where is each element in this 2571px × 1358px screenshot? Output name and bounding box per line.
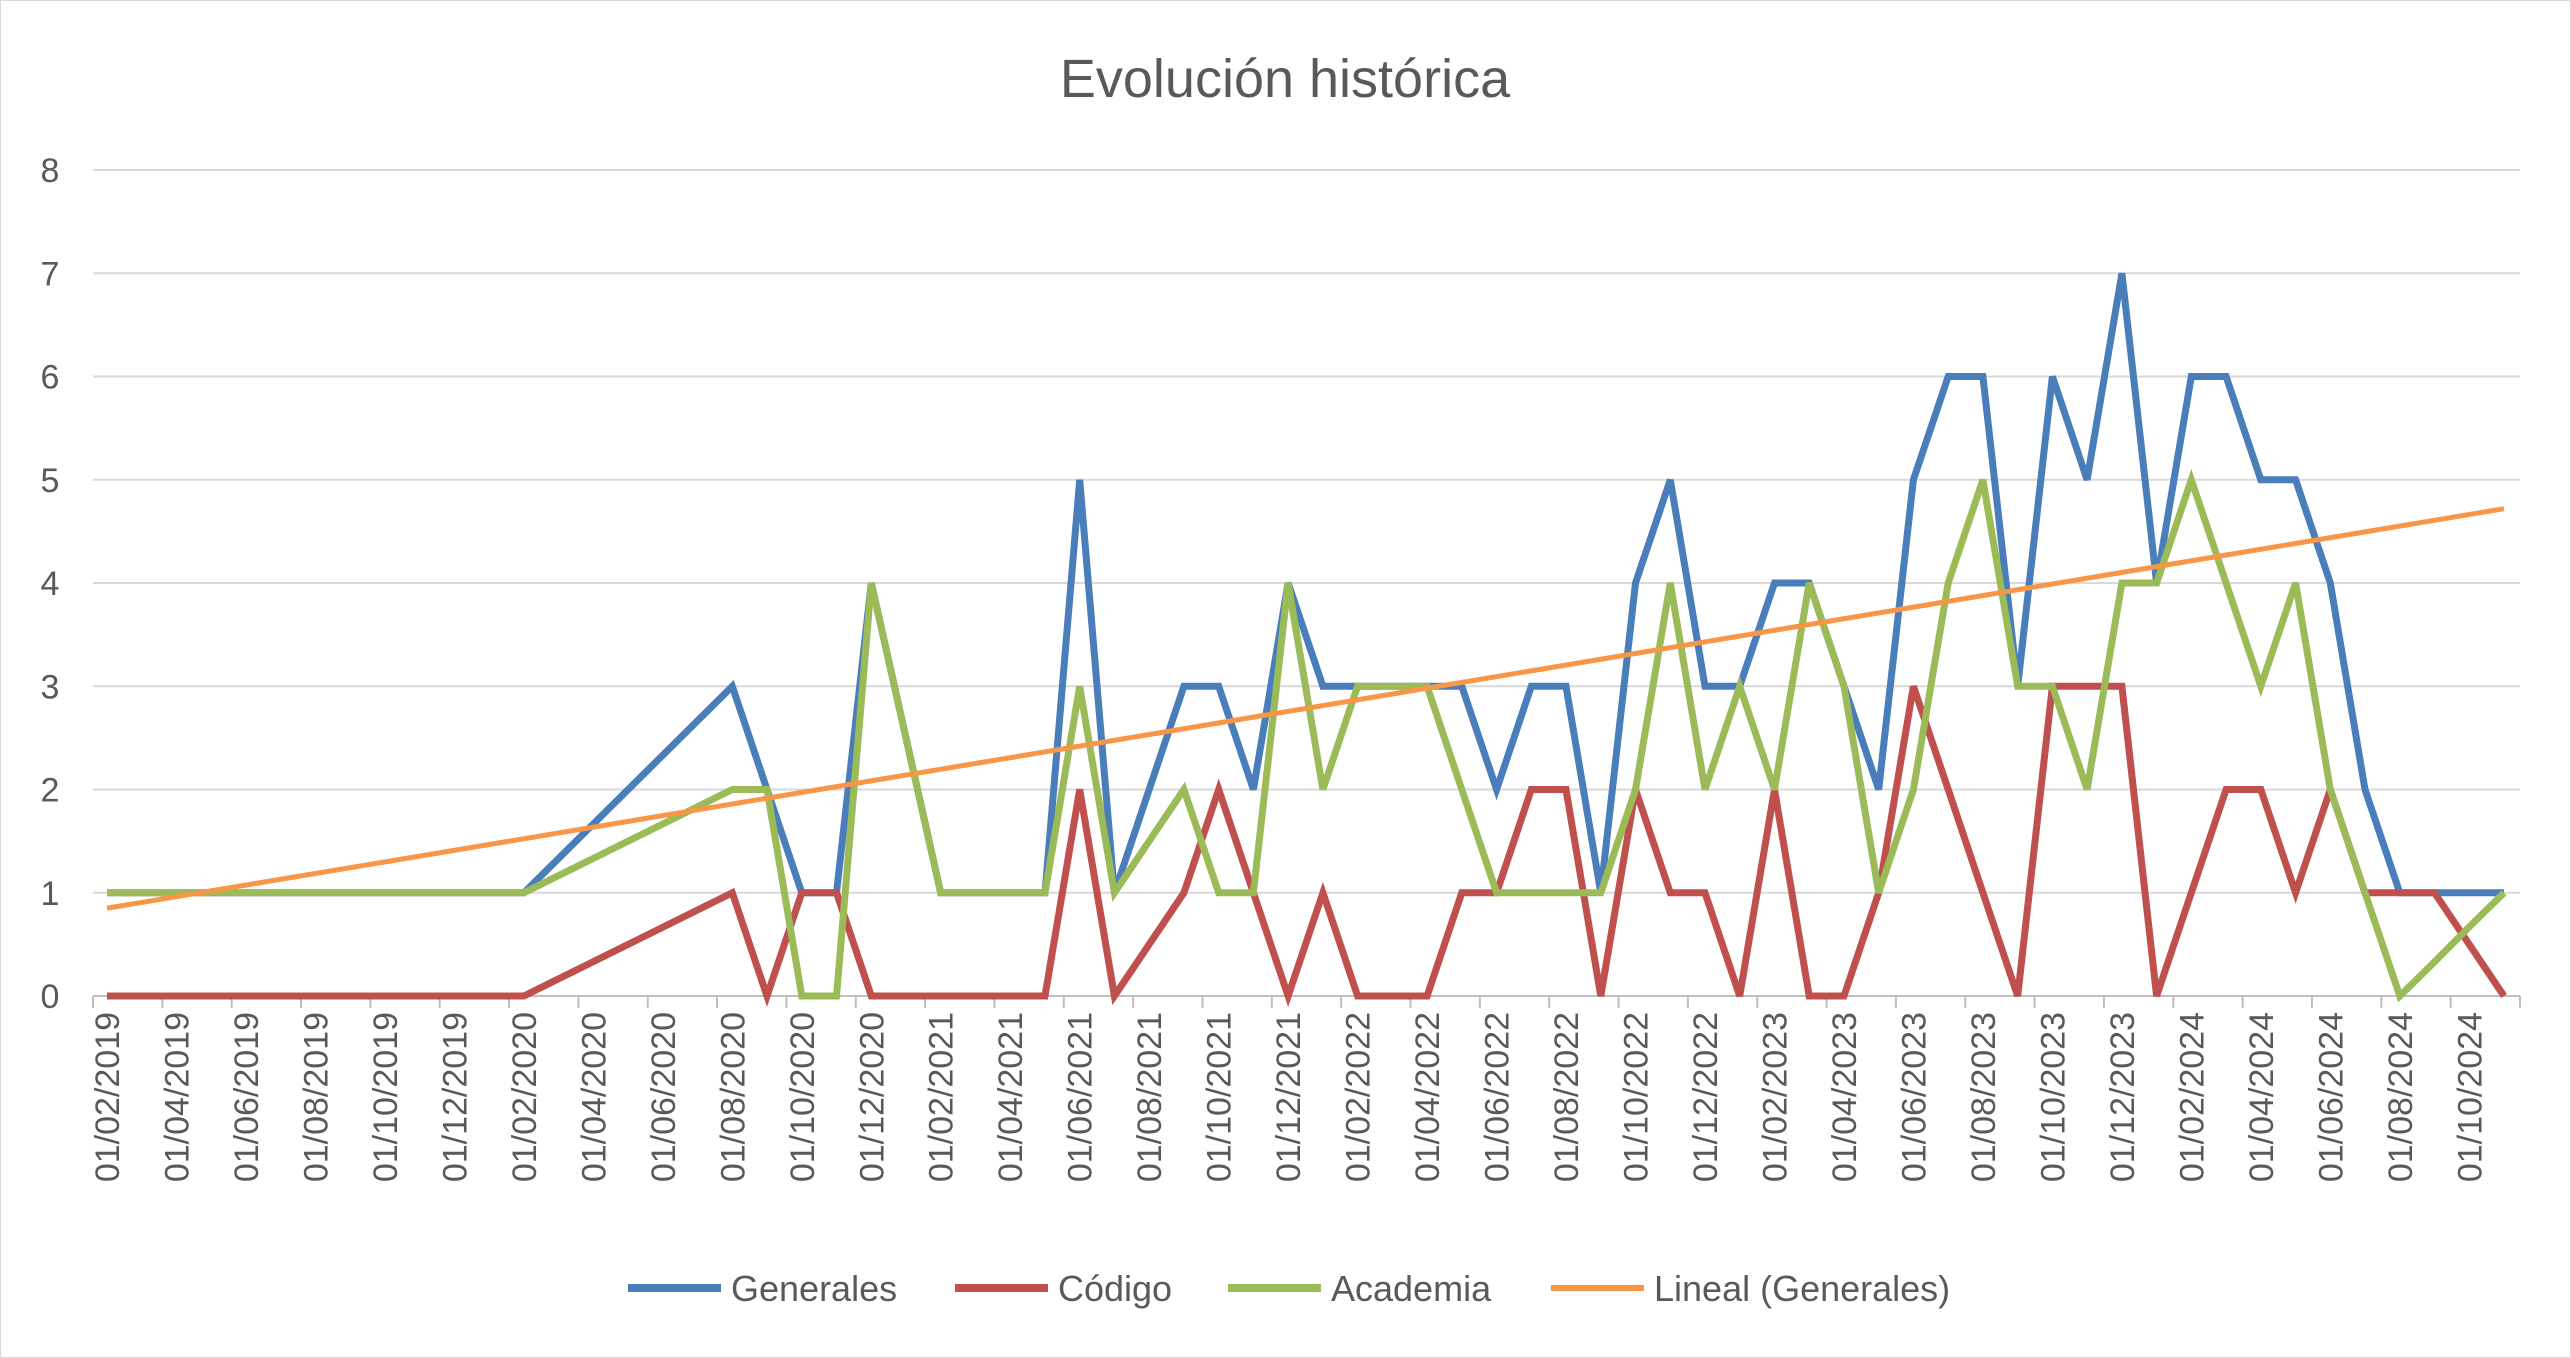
y-tick-label: 4 (41, 565, 60, 603)
legend-label-3: Academia (1331, 1268, 1492, 1309)
y-tick-label: 2 (41, 772, 60, 810)
y-tick-label: 8 (41, 152, 60, 190)
series-line-2 (107, 682, 2507, 1007)
x-tick-label: 01/02/2024 (2173, 1012, 2211, 1182)
legend-label-1: Generales (731, 1268, 897, 1309)
x-axis-tick-labels: 01/02/2019 01/04/2019 01/06/2019 01/08/2019… (89, 996, 2521, 1182)
x-tick-label: 01/10/2024 (2451, 1012, 2489, 1182)
x-tick-label: 01/06/2019 (228, 1012, 266, 1182)
x-tick-label: 01/10/2019 (367, 1012, 405, 1182)
x-tick-label: 01/12/2019 (436, 1012, 474, 1182)
legend-label-2: Código (1058, 1268, 1172, 1309)
x-tick-label: 01/02/2023 (1756, 1012, 1794, 1182)
x-tick-label: 01/12/2020 (853, 1012, 891, 1182)
x-tick-label: 01/04/2024 (2243, 1012, 2281, 1182)
x-tick-label: 01/06/2022 (1479, 1012, 1517, 1182)
x-tick-label: 01/06/2021 (1062, 1012, 1100, 1182)
y-tick-label: 5 (41, 462, 60, 500)
x-tick-label: 01/10/2020 (784, 1012, 822, 1182)
x-tick-label: 01/08/2024 (2382, 1012, 2420, 1182)
x-tick-label: 01/08/2021 (1131, 1012, 1169, 1182)
series-line-1 (107, 272, 2504, 897)
series-line-4 (106, 506, 2505, 911)
chart-title: Evolución histórica (1060, 49, 1511, 109)
x-tick-label: 01/04/2023 (1826, 1012, 1864, 1182)
x-tick-label: 01/12/2021 (1270, 1012, 1308, 1182)
legend-label-4: Lineal (Generales) (1654, 1268, 1950, 1309)
y-tick-label: 6 (41, 359, 60, 397)
series-line-3 (107, 468, 2507, 1003)
x-tick-label: 01/06/2023 (1895, 1012, 1933, 1182)
x-tick-label: 01/12/2023 (2104, 1012, 2142, 1182)
x-tick-label: 01/06/2024 (2312, 1012, 2350, 1182)
y-tick-label: 0 (41, 978, 60, 1016)
x-tick-label: 01/04/2019 (158, 1012, 196, 1182)
x-tick-label: 01/08/2022 (1548, 1012, 1586, 1182)
y-tick-label: 1 (41, 875, 60, 913)
y-tick-label: 3 (41, 668, 60, 706)
x-tick-label: 01/08/2019 (297, 1012, 335, 1182)
x-tick-label: 01/08/2023 (1965, 1012, 2003, 1182)
series-lines (106, 272, 2507, 1007)
legend: Generales Código Academia Lineal (Generales… (628, 1268, 1950, 1309)
x-tick-label: 01/06/2020 (645, 1012, 683, 1182)
x-tick-label: 01/02/2019 (89, 1012, 127, 1182)
x-tick-label: 01/10/2023 (2034, 1012, 2072, 1182)
y-axis-tick-labels: 0 1 2 3 4 5 6 7 8 (41, 152, 60, 1016)
x-tick-label: 01/10/2021 (1201, 1012, 1239, 1182)
x-tick-label: 01/04/2020 (575, 1012, 613, 1182)
x-tick-label: 01/08/2020 (714, 1012, 752, 1182)
x-tick-label: 01/12/2022 (1687, 1012, 1725, 1182)
x-tick-label: 01/02/2020 (506, 1012, 544, 1182)
x-tick-label: 01/04/2021 (992, 1012, 1030, 1182)
x-tick-label: 01/02/2021 (923, 1012, 961, 1182)
y-tick-label: 7 (41, 255, 60, 293)
x-tick-label: 01/10/2022 (1618, 1012, 1656, 1182)
x-tick-label: 01/02/2022 (1340, 1012, 1378, 1182)
x-tick-label: 01/04/2022 (1409, 1012, 1447, 1182)
